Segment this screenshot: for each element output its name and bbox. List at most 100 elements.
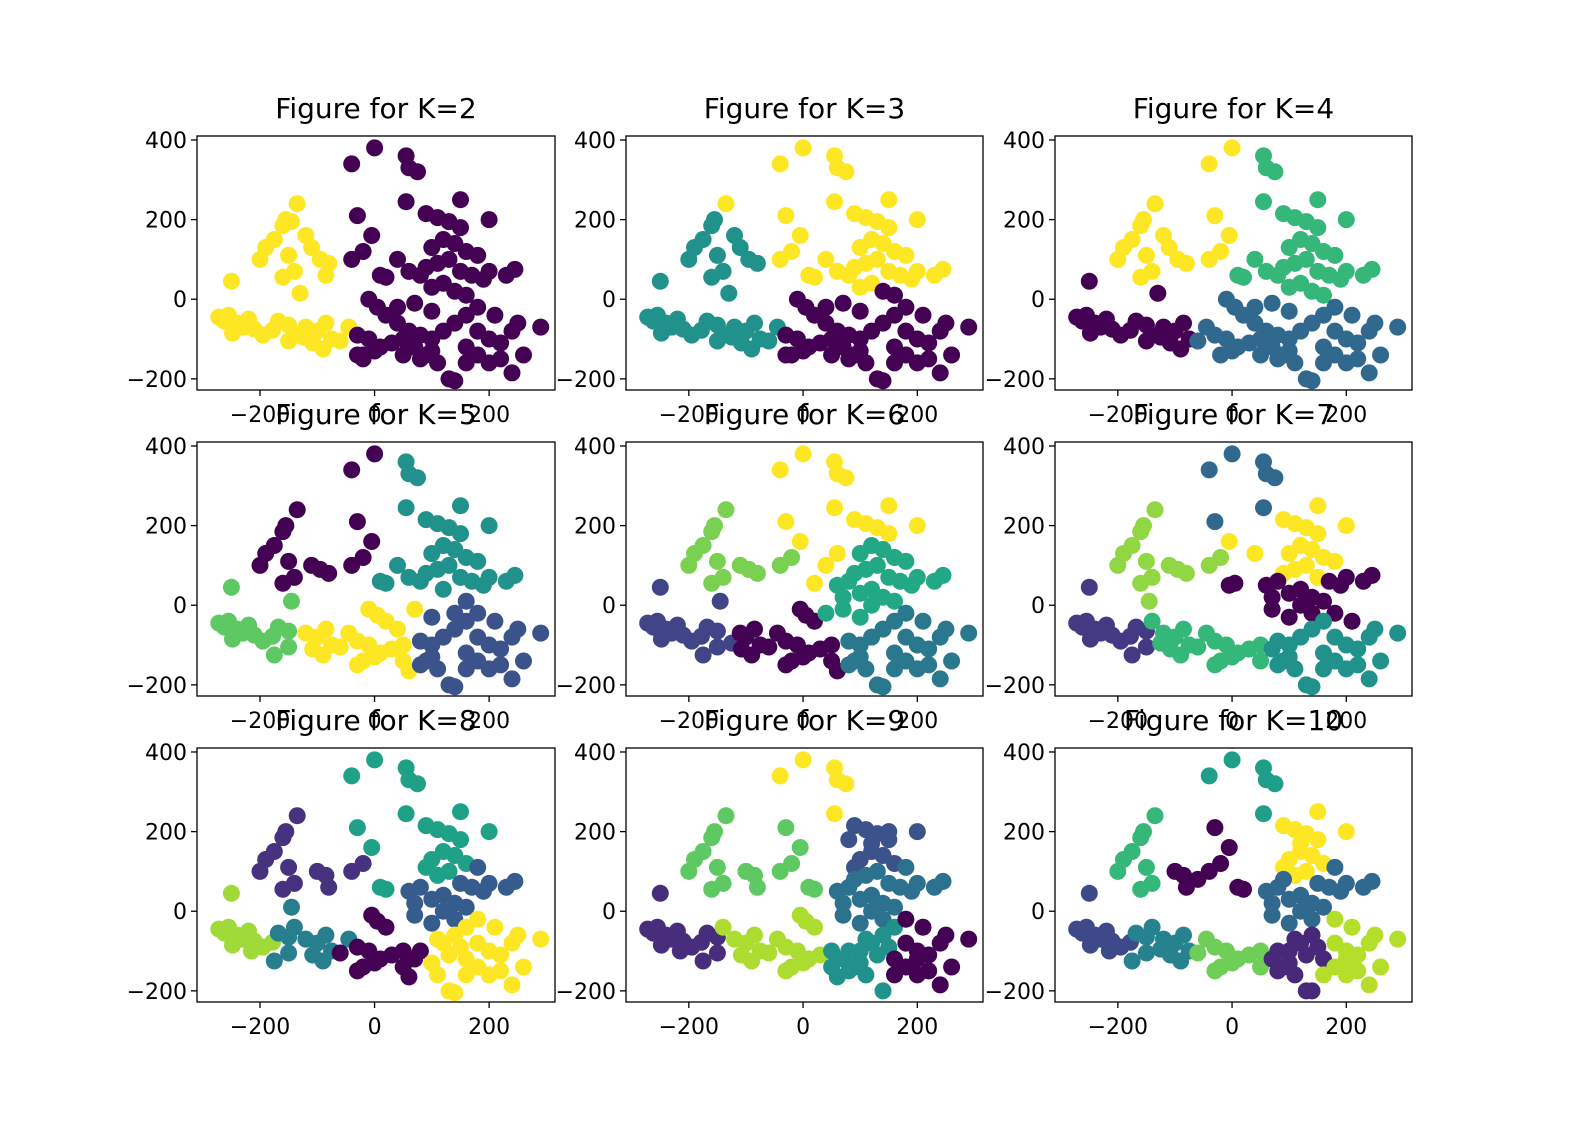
scatter-point xyxy=(1280,278,1298,296)
scatter-point xyxy=(1372,652,1390,670)
scatter-point xyxy=(397,193,415,211)
scatter-point xyxy=(1137,552,1155,570)
scatter-point xyxy=(434,580,452,598)
subplot-title: Figure for K=9 xyxy=(704,704,905,737)
x-tick-label: 200 xyxy=(1325,1015,1367,1040)
scatter-point xyxy=(1212,549,1230,566)
scatter-point xyxy=(1212,243,1230,260)
scatter-point xyxy=(651,272,669,290)
scatter-point xyxy=(1349,350,1367,368)
scatter-point xyxy=(394,346,412,364)
scatter-point xyxy=(1315,338,1332,356)
scatter-point xyxy=(1297,676,1315,694)
scatter-point xyxy=(943,346,961,364)
scatter-point xyxy=(886,354,903,372)
scatter-point xyxy=(708,246,726,264)
subplot-title: Figure for K=4 xyxy=(1133,92,1334,125)
scatter-point xyxy=(288,501,306,519)
scatter-point xyxy=(1200,767,1218,785)
subplot-title: Figure for K=2 xyxy=(275,92,476,125)
scatter-point xyxy=(274,268,292,286)
scatter-point xyxy=(452,831,469,849)
axes-frame xyxy=(1054,135,1413,391)
scatter-point xyxy=(1068,920,1086,938)
scatter-point xyxy=(457,286,475,304)
scatter-point xyxy=(317,266,335,284)
scatter-point xyxy=(1309,191,1327,209)
scatter-points xyxy=(210,751,550,1002)
scatter-point xyxy=(480,568,498,586)
scatter-point xyxy=(1326,246,1344,264)
scatter-point xyxy=(1252,346,1270,364)
scatter-point xyxy=(469,604,487,622)
y-tick-label: 0 xyxy=(602,900,616,925)
scatter-point xyxy=(222,272,240,290)
y-tick-label: 0 xyxy=(602,594,616,619)
scatter-point xyxy=(317,926,335,944)
y-tick-label: 0 xyxy=(602,288,616,313)
scatter-point xyxy=(283,592,300,610)
scatter-point xyxy=(837,163,855,181)
scatter-point xyxy=(440,982,458,1000)
scatter-point xyxy=(708,944,726,962)
scatter-point xyxy=(1315,286,1332,304)
scatter-point xyxy=(1175,620,1192,638)
scatter-point xyxy=(723,328,741,346)
scatter-point xyxy=(1081,324,1099,342)
scatter-point xyxy=(469,910,487,928)
scatter-point xyxy=(886,286,903,304)
y-tick-label: −200 xyxy=(556,980,616,1005)
y-tick-label: −200 xyxy=(556,674,616,699)
scatter-point xyxy=(1266,775,1284,793)
scatter-point xyxy=(297,227,315,244)
x-tick-label: 0 xyxy=(1225,1015,1239,1040)
scatter-point xyxy=(440,676,458,694)
scatter-points xyxy=(639,751,978,1000)
scatter-point xyxy=(908,262,926,280)
subplot-k3: −200 0 200 −200 0 200 400 Figure for K=3 xyxy=(556,92,984,428)
scatter-point xyxy=(639,920,657,938)
scatter-point xyxy=(242,942,260,960)
scatter-point xyxy=(423,890,441,908)
scatter-point xyxy=(1349,962,1367,980)
scatter-point xyxy=(777,819,795,837)
scatter-point xyxy=(492,946,510,964)
scatter-point xyxy=(1206,962,1224,980)
scatter-point xyxy=(486,918,504,936)
y-tick-label: −200 xyxy=(556,368,616,393)
scatter-point xyxy=(1303,910,1321,928)
scatter-point xyxy=(840,266,858,284)
scatter-point xyxy=(397,805,415,823)
scatter-point xyxy=(377,918,395,936)
scatter-point xyxy=(880,191,898,209)
scatter-point xyxy=(274,574,292,592)
y-tick-label: 0 xyxy=(1031,594,1045,619)
scatter-point xyxy=(863,835,881,852)
scatter-point xyxy=(726,227,743,244)
scatter-point xyxy=(840,831,858,849)
scatter-point xyxy=(931,670,949,688)
scatter-point xyxy=(320,564,338,582)
scatter-point xyxy=(1123,231,1141,248)
scatter-point xyxy=(1337,823,1355,841)
scatter-point xyxy=(1152,940,1170,958)
scatter-point xyxy=(1140,592,1158,610)
scatter-point xyxy=(1149,284,1167,302)
y-tick-label: 200 xyxy=(1003,821,1045,846)
scatter-point xyxy=(486,612,504,630)
x-tick-label: 200 xyxy=(468,709,510,734)
x-tick-label: −200 xyxy=(230,403,290,428)
scatter-point xyxy=(1081,630,1099,648)
scatter-point xyxy=(331,944,349,962)
scatter-point xyxy=(708,858,726,876)
scatter-point xyxy=(1146,807,1164,825)
scatter-point xyxy=(934,260,952,278)
scatter-point xyxy=(837,775,855,793)
scatter-point xyxy=(1349,640,1367,658)
scatter-point xyxy=(826,499,843,517)
scatter-point xyxy=(457,966,475,984)
scatter-point xyxy=(429,930,447,948)
axes-frame xyxy=(1054,747,1413,1003)
scatter-point xyxy=(1206,656,1224,674)
scatter-point xyxy=(1152,328,1170,346)
